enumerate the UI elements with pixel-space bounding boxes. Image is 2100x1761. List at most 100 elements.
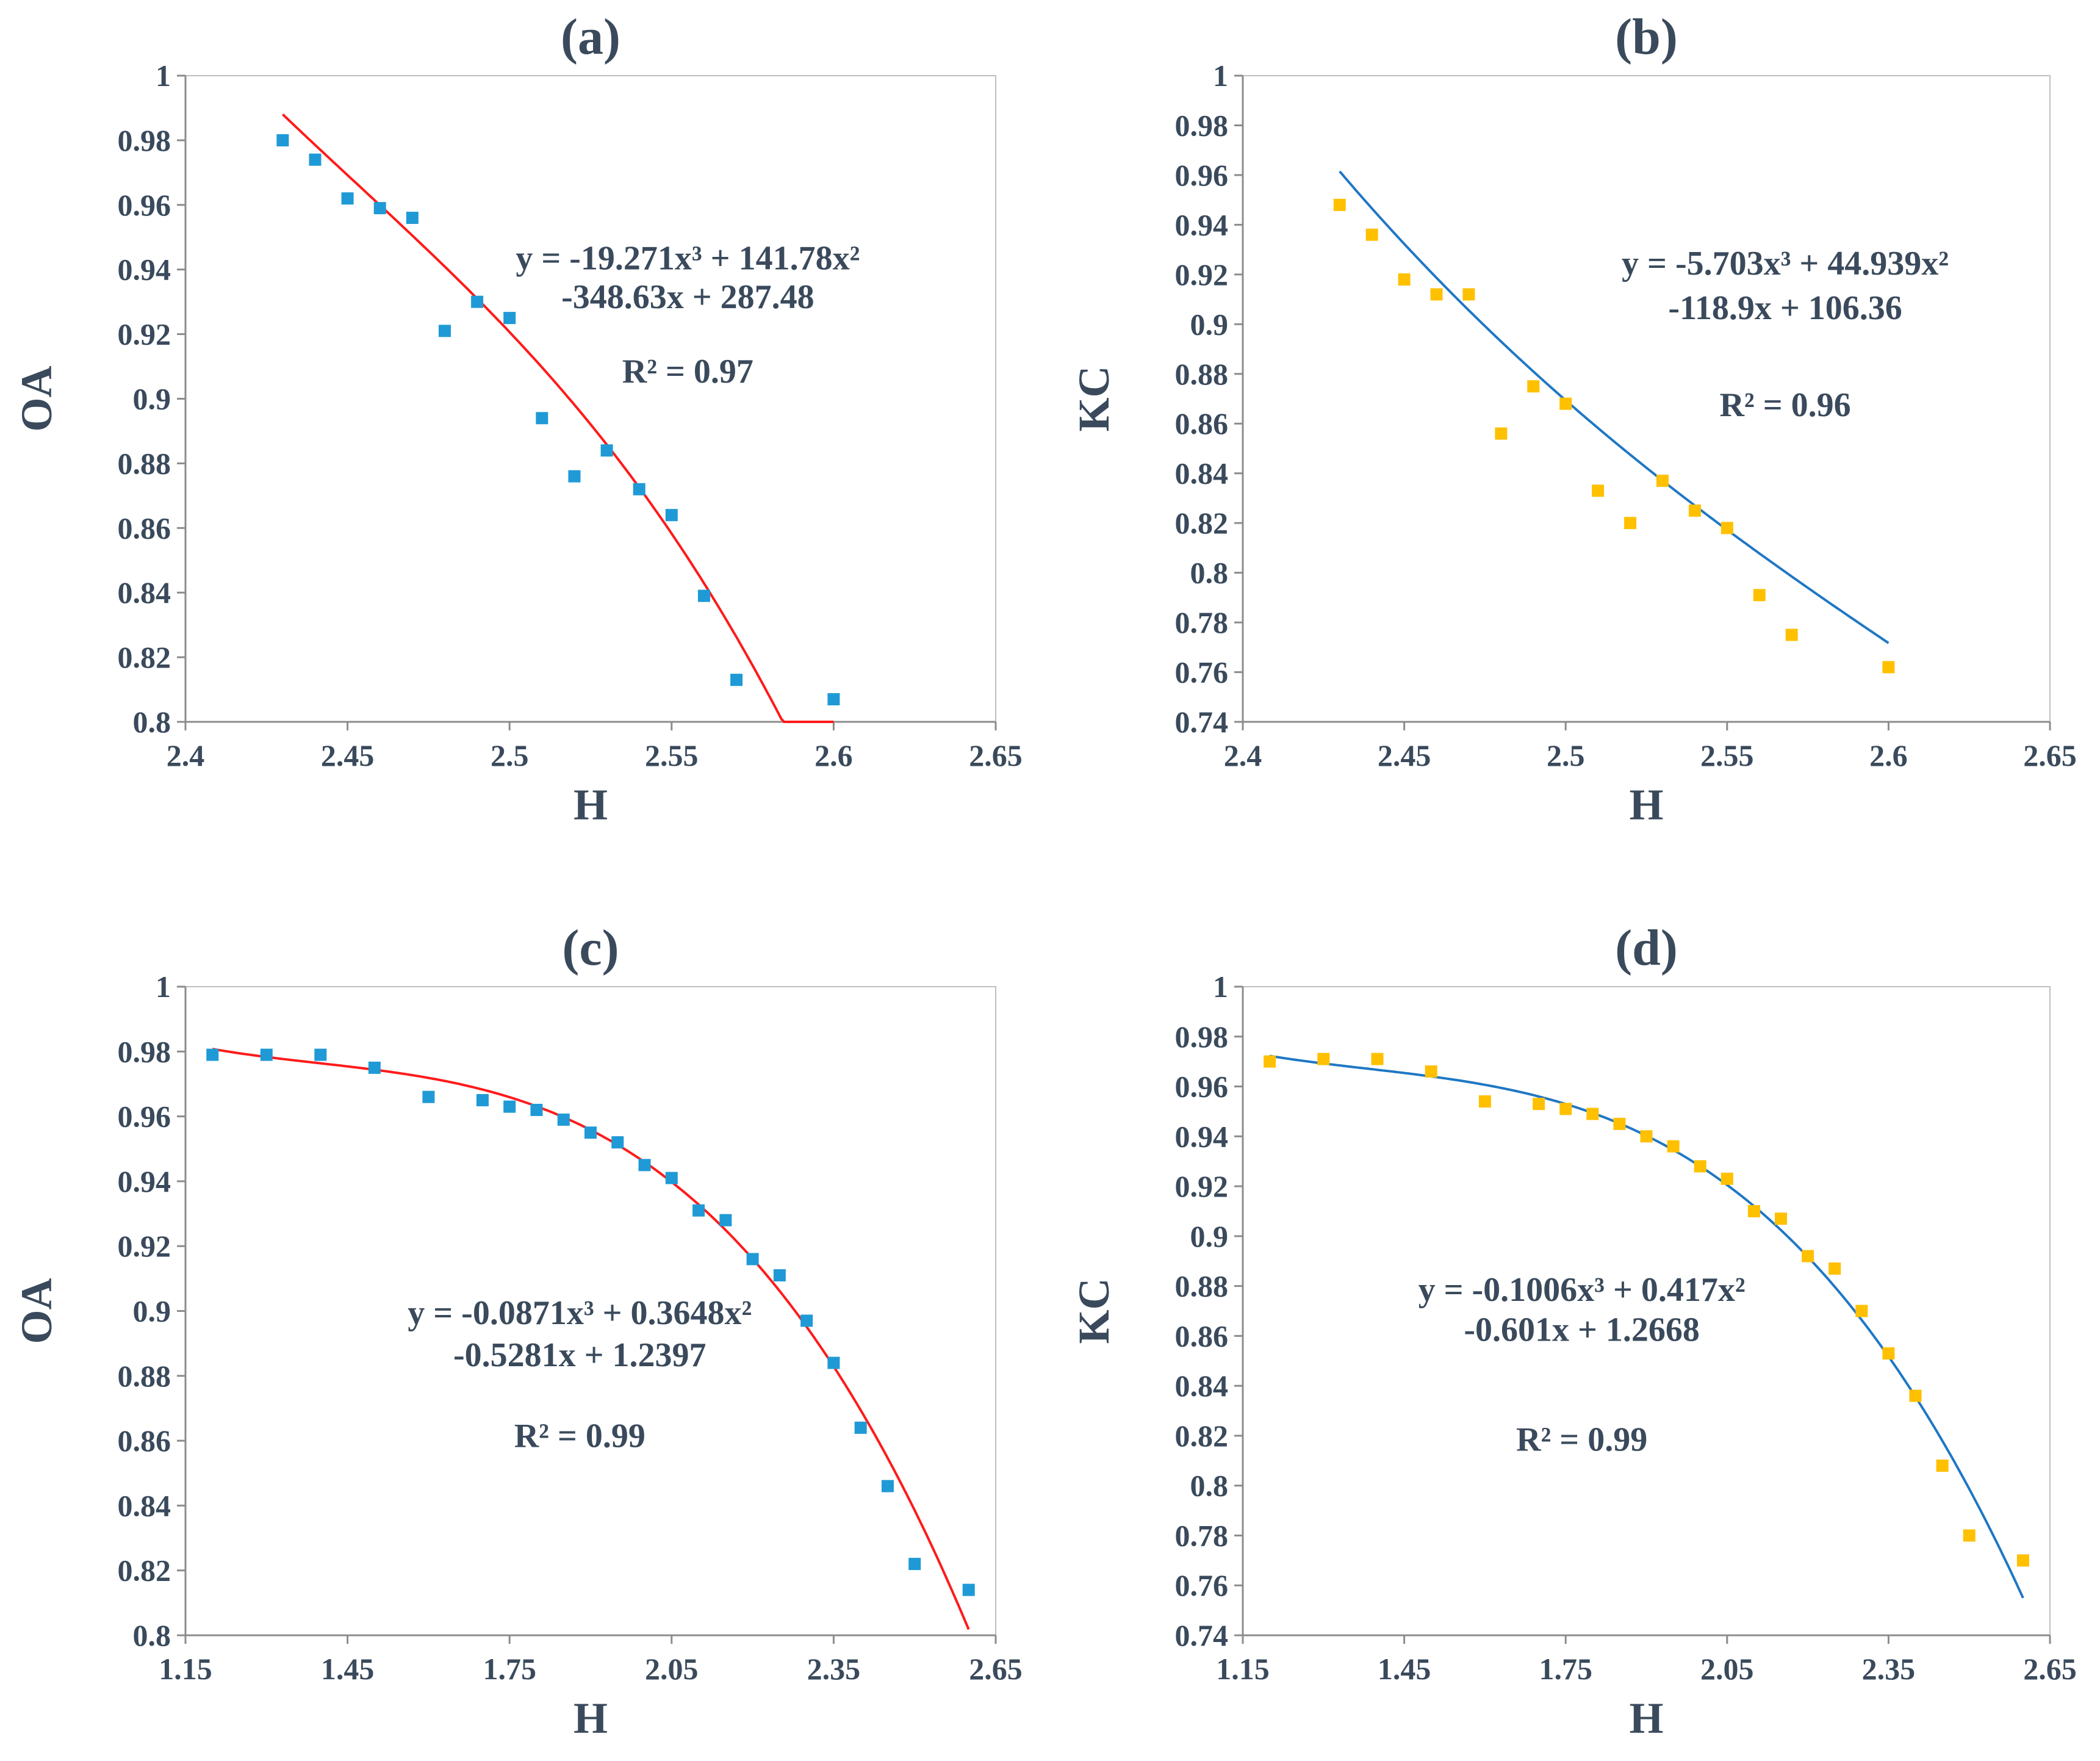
- data-point: [503, 312, 516, 325]
- data-point: [373, 202, 386, 215]
- data-point: [1333, 198, 1346, 211]
- data-point: [368, 1061, 381, 1074]
- y-tick-label: 0.9: [133, 382, 171, 416]
- data-point: [1586, 1107, 1599, 1120]
- data-point: [1559, 397, 1572, 410]
- data-point: [406, 211, 419, 224]
- data-point: [827, 693, 840, 705]
- data-point: [1371, 1053, 1384, 1065]
- x-tick-label: 2.45: [321, 738, 375, 772]
- y-tick-label: 0.92: [1175, 1169, 1229, 1203]
- x-tick-label: 1.75: [1539, 1652, 1592, 1686]
- data-point: [1963, 1529, 1976, 1542]
- data-point: [1559, 1103, 1572, 1115]
- data-point: [1533, 1098, 1545, 1111]
- data-point: [471, 295, 484, 308]
- data-point: [1909, 1389, 1922, 1402]
- data-point: [341, 192, 354, 205]
- data-point: [1656, 474, 1669, 487]
- y-tick-label: 0.94: [1175, 207, 1229, 242]
- data-point: [881, 1480, 894, 1493]
- data-point: [1478, 1095, 1491, 1108]
- y-tick-label: 0.76: [1175, 655, 1229, 690]
- fit-curve: [282, 113, 834, 723]
- y-tick-label: 0.96: [1175, 1070, 1229, 1104]
- data-point: [422, 1090, 435, 1103]
- x-axis-label: H: [1629, 1694, 1663, 1743]
- data-point: [1667, 1140, 1680, 1153]
- data-point: [530, 1103, 543, 1116]
- y-tick-label: 0.92: [118, 317, 171, 351]
- x-tick-label: 1.15: [159, 1652, 212, 1686]
- x-tick-label: 1.45: [1378, 1652, 1431, 1686]
- data-point: [692, 1204, 705, 1217]
- data-point: [584, 1126, 597, 1139]
- data-point: [1688, 504, 1701, 517]
- r-squared-label: R² = 0.96: [1719, 386, 1850, 424]
- data-point: [1398, 273, 1411, 286]
- x-tick-label: 2.35: [807, 1652, 861, 1686]
- y-tick-label: 1: [1213, 59, 1228, 93]
- y-tick-label: 0.8: [133, 1618, 171, 1652]
- data-point: [1317, 1053, 1330, 1065]
- data-point: [476, 1094, 489, 1107]
- x-tick-label: 2.05: [1700, 1652, 1754, 1686]
- panel-b: 0.74 0.76 0.78 0.8 0.82 0.84 0.86 0.88 0.9 0.92 0.…: [1070, 9, 2077, 829]
- y-tick-label: 0.8: [133, 705, 171, 739]
- y-tick-label: 0.84: [1175, 1369, 1229, 1403]
- y-tick-label: 0.74: [1175, 705, 1229, 739]
- data-point: [746, 1253, 759, 1266]
- data-point: [2016, 1554, 2029, 1567]
- x-tick-label: 2.05: [645, 1652, 699, 1686]
- data-point: [1640, 1130, 1653, 1143]
- y-tick-label: 0.9: [133, 1294, 171, 1328]
- data-point: [503, 1100, 516, 1113]
- data-point: [260, 1048, 273, 1061]
- x-tick-label: 2.65: [969, 1652, 1023, 1686]
- y-tick-label: 0.94: [118, 1164, 171, 1198]
- x-tick-label: 2.6: [814, 738, 853, 772]
- y-tick-label: 0.8: [1190, 1469, 1229, 1503]
- y-tick-label: 0.96: [1175, 158, 1229, 192]
- data-point: [1721, 1172, 1733, 1185]
- r-squared-label: R² = 0.99: [514, 1417, 645, 1455]
- y-tick-label: 0.88: [118, 1359, 171, 1393]
- y-tick-label: 0.78: [1175, 1518, 1229, 1552]
- fit-equation-line2: -0.5281x + 1.2397: [453, 1336, 707, 1374]
- y-tick-label: 0.88: [118, 446, 171, 480]
- fit-equation-line2: -0.601x + 1.2668: [1464, 1311, 1700, 1349]
- panel-d: 0.74 0.76 0.78 0.8 0.82 0.84 0.86 0.88 0.9 0.92 0.…: [1070, 920, 2077, 1743]
- y-tick-label: 0.98: [118, 123, 171, 157]
- y-tick-label: 0.9: [1190, 307, 1229, 341]
- fit-equation-line2: -118.9x + 106.36: [1668, 289, 1902, 327]
- y-tick-label: 0.74: [1175, 1618, 1229, 1652]
- data-point: [719, 1214, 732, 1226]
- data-point: [730, 674, 743, 686]
- fit-equation-line1: y = -19.271x³ + 141.78x²: [516, 240, 860, 278]
- y-tick-label: 0.84: [118, 575, 171, 610]
- y-tick-label: 0.84: [118, 1488, 171, 1522]
- fit-equation-line1: y = -5.703x³ + 44.939x²: [1622, 245, 1949, 283]
- x-tick-label: 2.55: [645, 738, 699, 772]
- data-point: [962, 1583, 975, 1596]
- panel-title: (d): [1615, 920, 1678, 976]
- data-point: [1802, 1250, 1814, 1262]
- y-tick-label: 1: [1213, 970, 1228, 1004]
- x-tick-label: 2.55: [1700, 738, 1754, 772]
- fit-curve: [1339, 170, 1890, 644]
- y-tick-label: 0.98: [118, 1034, 171, 1068]
- y-tick-label: 1: [156, 59, 171, 93]
- y-tick-label: 0.96: [118, 1100, 171, 1134]
- x-tick-label: 1.15: [1216, 1652, 1270, 1686]
- y-axis-label: OA: [12, 1278, 61, 1344]
- data-point: [1753, 589, 1766, 602]
- data-point: [1613, 1117, 1626, 1130]
- data-point: [1495, 427, 1508, 440]
- data-point: [665, 1172, 678, 1184]
- fit-equation-line1: y = -0.1006x³ + 0.417x²: [1419, 1271, 1746, 1309]
- data-point: [1721, 522, 1733, 535]
- data-point: [314, 1048, 327, 1061]
- y-tick-label: 0.82: [1175, 1419, 1229, 1453]
- fit-equation-line1: y = -0.0871x³ + 0.3648x²: [408, 1294, 752, 1332]
- x-tick-label: 2.5: [491, 738, 529, 772]
